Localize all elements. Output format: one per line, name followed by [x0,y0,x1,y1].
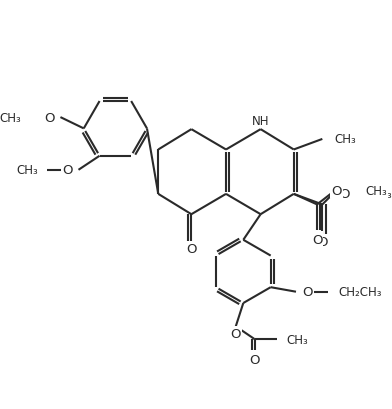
Text: O: O [249,353,260,366]
Text: CH₃: CH₃ [0,111,21,124]
Text: O: O [302,285,312,299]
Text: CH₂CH₃: CH₂CH₃ [338,285,382,299]
Text: CH₃: CH₃ [286,333,308,346]
Text: O: O [317,235,328,248]
Text: CH₃: CH₃ [16,164,38,177]
Text: CH₃: CH₃ [365,185,387,198]
Text: O: O [331,185,342,198]
Text: CH₃: CH₃ [370,188,392,201]
Text: O: O [62,164,73,177]
Text: NH: NH [252,115,269,127]
Text: CH₃: CH₃ [334,133,356,146]
Text: O: O [230,328,241,341]
Text: O: O [312,233,322,246]
Text: O: O [339,188,349,201]
Text: O: O [44,111,54,124]
Text: O: O [186,243,197,256]
